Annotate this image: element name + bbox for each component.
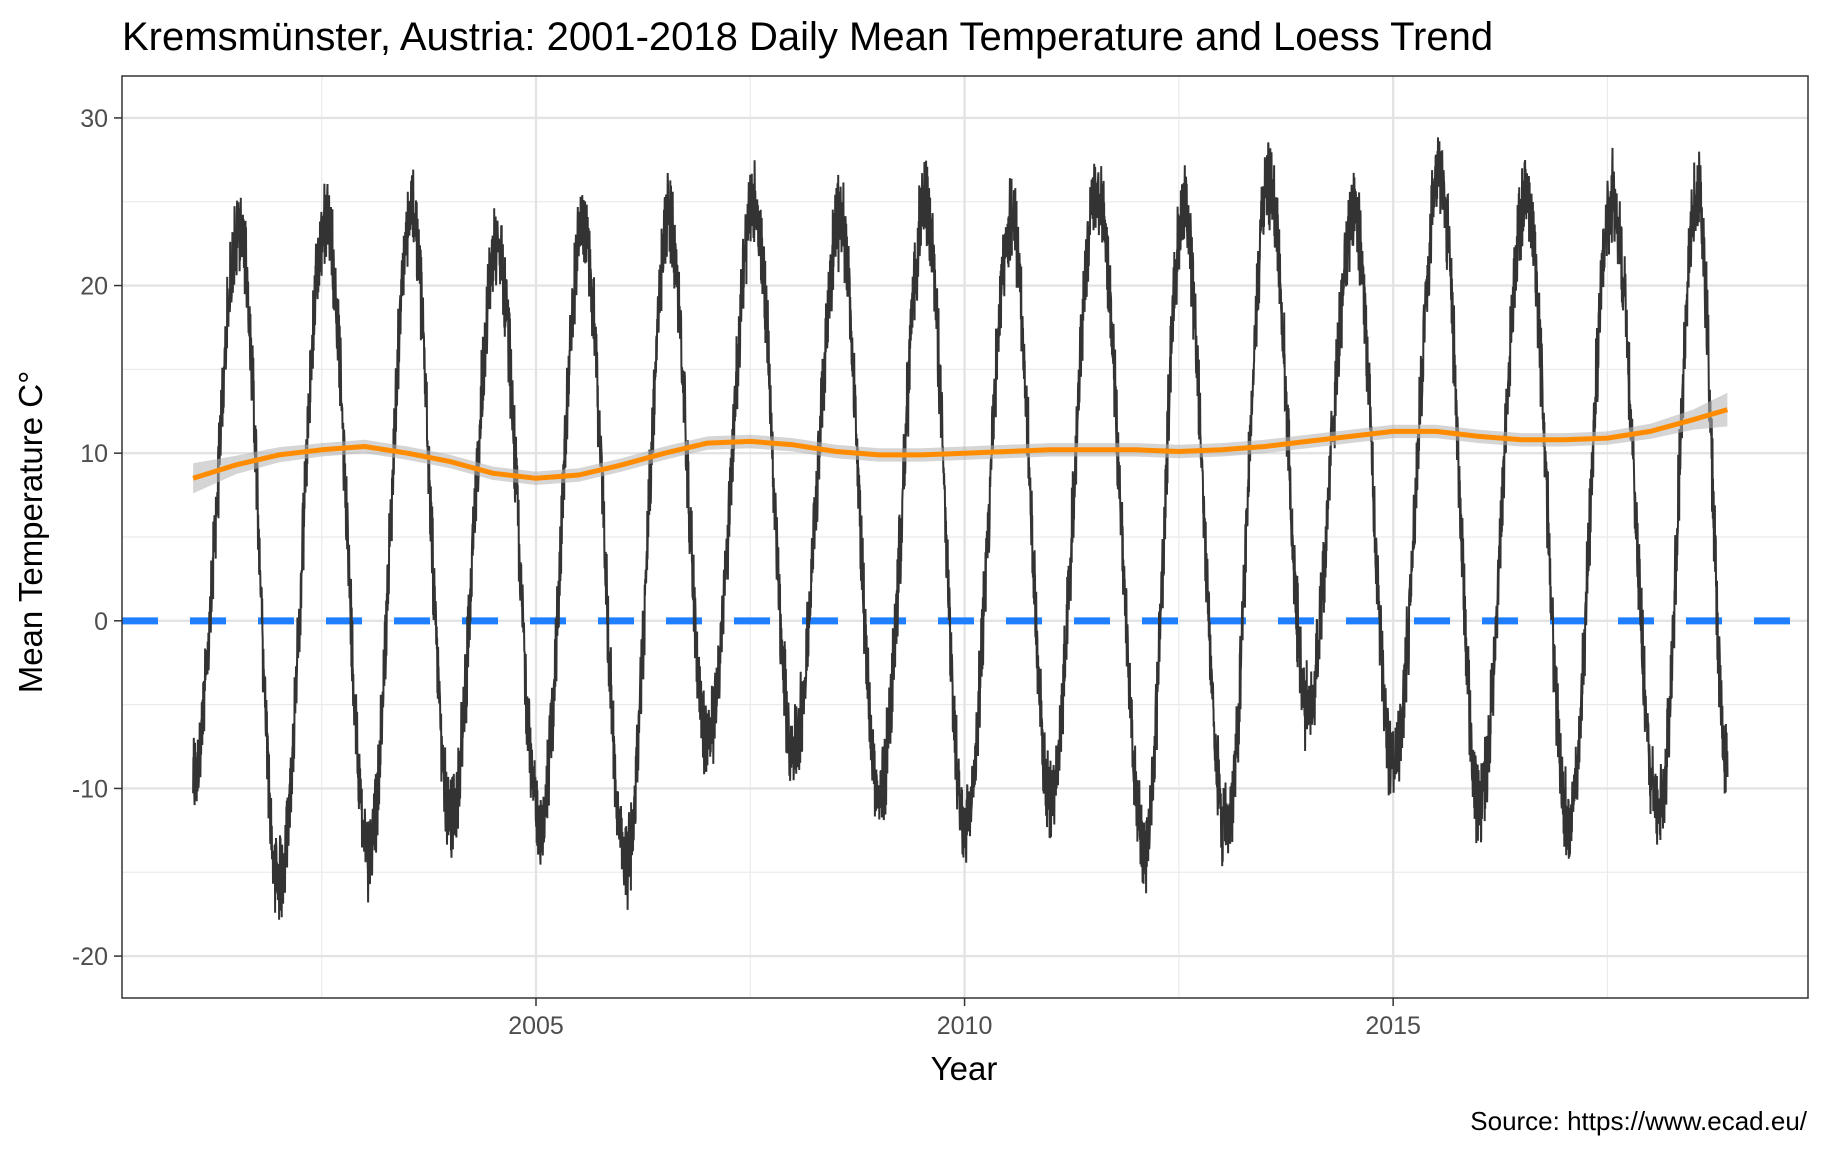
y-axis-title: Mean Temperature C° bbox=[12, 371, 49, 694]
source-caption: Source: https://www.ecad.eu/ bbox=[1470, 1106, 1808, 1136]
y-tick-label: 0 bbox=[94, 608, 108, 636]
loess-trend-line bbox=[192, 407, 1729, 481]
y-tick-label: 30 bbox=[80, 105, 108, 133]
daily-mean-series-line bbox=[192, 137, 1729, 920]
x-axis-title: Year bbox=[931, 1050, 998, 1087]
x-tick-label: 2015 bbox=[1365, 1012, 1421, 1040]
chart-title: Kremsmünster, Austria: 2001-2018 Daily M… bbox=[122, 15, 1493, 59]
x-tick-label: 2010 bbox=[937, 1012, 993, 1040]
y-axis: -20 -10 0 10 20 30 bbox=[72, 105, 122, 971]
x-tick-label: 2005 bbox=[508, 1012, 564, 1040]
plot-panel bbox=[121, 75, 1809, 999]
y-tick-label: -20 bbox=[72, 943, 108, 971]
major-gridlines bbox=[122, 76, 1808, 998]
y-tick-label: -10 bbox=[72, 775, 108, 803]
y-tick-label: 10 bbox=[80, 440, 108, 468]
x-axis: 2005 2010 2015 bbox=[508, 998, 1421, 1040]
y-tick-label: 20 bbox=[80, 273, 108, 301]
